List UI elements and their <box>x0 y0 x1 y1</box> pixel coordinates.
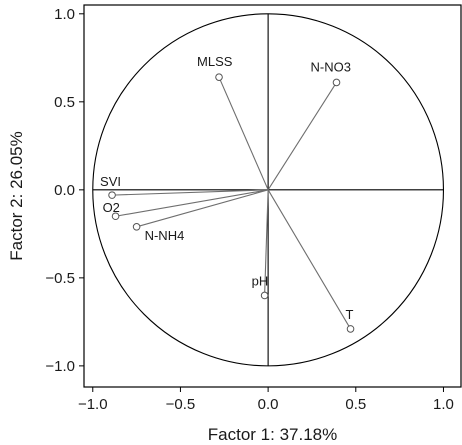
x-tick-label: −0.5 <box>166 396 196 413</box>
point-t <box>346 325 355 333</box>
x-tick-label: 0.0 <box>258 396 279 413</box>
point-o2 <box>111 212 120 221</box>
plot-frame <box>83 4 462 388</box>
label-n-no3: N-NO3 <box>311 59 351 74</box>
vector-ph <box>264 189 269 296</box>
vector-n-no3 <box>267 82 337 191</box>
point-n-no3 <box>332 78 341 87</box>
x-axis-title: Factor 1: 37.18% <box>208 425 337 444</box>
y-tick-label: −1.0 <box>45 358 75 375</box>
label-o2: O2 <box>103 200 120 215</box>
vector-svi <box>112 189 269 196</box>
label-t: T <box>346 307 354 322</box>
label-svi: SVI <box>100 174 121 189</box>
y-tick-label: −0.5 <box>45 270 75 287</box>
vector-o2 <box>115 189 269 217</box>
y-tick-label: 0.0 <box>54 182 75 199</box>
x-tick-label: 0.5 <box>345 396 366 413</box>
vector-n-nh4 <box>136 189 269 228</box>
x-tick-label: −1.0 <box>78 396 108 413</box>
y-tick-label: 0.5 <box>54 94 75 111</box>
point-svi <box>108 191 116 199</box>
y-axis-title: Factor 2: 26.05% <box>7 131 26 260</box>
vector-mlss <box>218 76 269 191</box>
label-mlss: MLSS <box>197 54 233 69</box>
vector-t <box>267 189 352 330</box>
label-ph: pH <box>252 273 269 288</box>
point-ph <box>260 291 269 300</box>
point-mlss <box>215 73 223 81</box>
x-tick-label: 1.0 <box>433 396 454 413</box>
point-n-nh4 <box>132 223 141 231</box>
label-n-nh4: N-NH4 <box>145 228 185 243</box>
y-tick-label: 1.0 <box>54 6 75 23</box>
